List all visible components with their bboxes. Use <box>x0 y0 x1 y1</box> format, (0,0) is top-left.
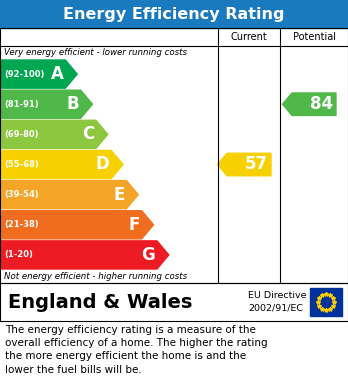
Text: Very energy efficient - lower running costs: Very energy efficient - lower running co… <box>4 48 187 57</box>
Text: EU Directive
2002/91/EC: EU Directive 2002/91/EC <box>248 291 307 313</box>
Bar <box>0 283 348 321</box>
Bar <box>310 288 342 316</box>
Text: F: F <box>128 216 140 234</box>
Text: 84: 84 <box>310 95 333 113</box>
Text: Not energy efficient - higher running costs: Not energy efficient - higher running co… <box>4 272 187 281</box>
Text: England & Wales: England & Wales <box>8 292 192 312</box>
Text: E: E <box>113 186 125 204</box>
Text: B: B <box>66 95 79 113</box>
Text: (81-91): (81-91) <box>4 100 39 109</box>
Text: (39-54): (39-54) <box>4 190 39 199</box>
Text: G: G <box>141 246 155 264</box>
Bar <box>0 0 348 28</box>
Text: Current: Current <box>231 32 267 42</box>
Text: 57: 57 <box>245 156 268 174</box>
Polygon shape <box>0 211 153 239</box>
Text: Potential: Potential <box>293 32 335 42</box>
Text: (69-80): (69-80) <box>4 130 39 139</box>
Polygon shape <box>0 90 93 118</box>
Text: Energy Efficiency Rating: Energy Efficiency Rating <box>63 7 285 22</box>
Text: The energy efficiency rating is a measure of the
overall efficiency of a home. T: The energy efficiency rating is a measur… <box>5 325 268 375</box>
Text: (92-100): (92-100) <box>4 70 45 79</box>
Text: C: C <box>82 126 94 143</box>
Text: D: D <box>95 156 109 174</box>
Polygon shape <box>0 60 77 88</box>
Polygon shape <box>0 241 169 269</box>
Text: (21-38): (21-38) <box>4 220 39 229</box>
Text: A: A <box>50 65 63 83</box>
Polygon shape <box>0 120 108 149</box>
Text: (1-20): (1-20) <box>4 250 33 260</box>
Bar <box>0 321 348 391</box>
Polygon shape <box>0 181 138 209</box>
Polygon shape <box>218 153 271 176</box>
Text: (55-68): (55-68) <box>4 160 39 169</box>
Polygon shape <box>0 151 123 179</box>
Polygon shape <box>283 93 336 115</box>
